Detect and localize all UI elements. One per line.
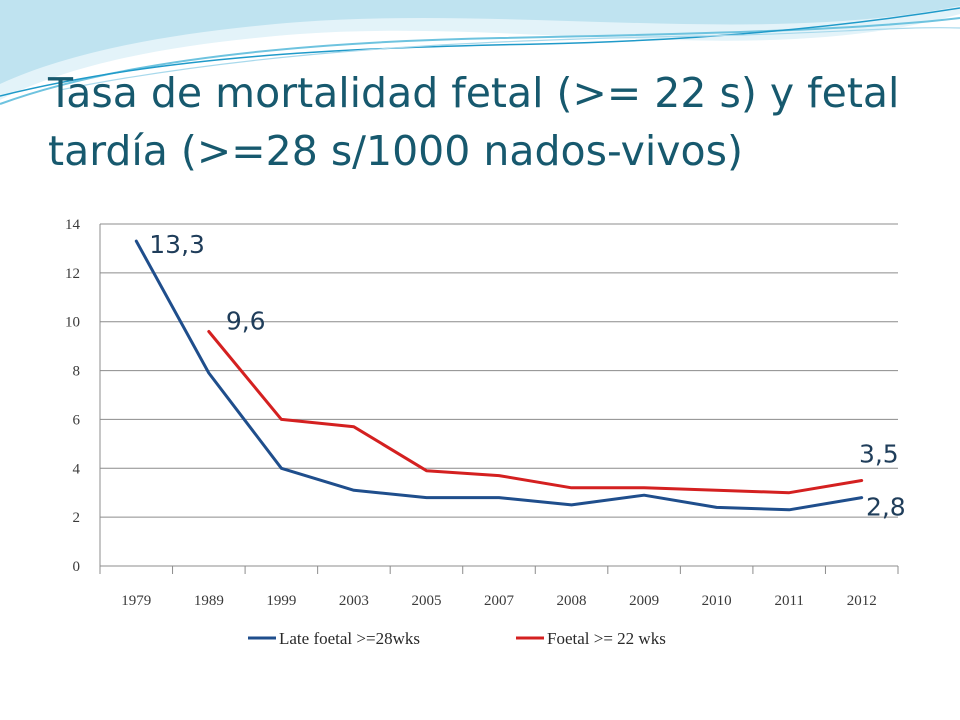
legend: Late foetal >=28wks Foetal >= 22 wks (248, 629, 666, 648)
legend-label-foetal: Foetal >= 22 wks (547, 629, 666, 648)
data-label: 13,3 (149, 230, 205, 259)
y-tick-label: 8 (73, 364, 81, 380)
y-tick-label: 2 (73, 510, 81, 526)
x-tick-label: 2009 (629, 593, 659, 609)
x-tick-label: 2007 (484, 593, 515, 609)
x-tick-label: 2012 (847, 593, 877, 609)
x-tick-label: 1989 (194, 593, 224, 609)
x-tick-label: 1999 (266, 593, 296, 609)
y-tick-label: 6 (73, 412, 81, 428)
y-tick-label: 0 (73, 559, 81, 575)
data-label: 3,5 (859, 440, 899, 469)
x-tick-label: 2011 (774, 593, 803, 609)
y-tick-label: 10 (65, 315, 80, 331)
x-tick-label: 2005 (411, 593, 441, 609)
gridlines (100, 223, 898, 567)
data-label: 9,6 (226, 306, 266, 335)
legend-label-late: Late foetal >=28wks (279, 629, 420, 648)
x-tick-label: 2010 (702, 593, 732, 609)
series-lines (134, 239, 864, 512)
y-tick-label: 12 (65, 266, 80, 282)
series-line-late-foetal (134, 239, 864, 512)
x-tick-label: 2008 (557, 593, 587, 609)
data-label: 2,8 (866, 493, 906, 522)
data-labels: 13,3 9,6 3,5 2,8 (149, 230, 905, 521)
y-tick-label: 4 (73, 461, 81, 477)
slide-title: Tasa de mortalidad fetal (>= 22 s) y fet… (48, 69, 900, 175)
axes: 0 2 4 6 8 10 12 14 1979 1989 1999 2003 2005 2007 2008 2… (65, 217, 899, 609)
series-line-foetal (207, 330, 864, 495)
y-tick-label: 14 (65, 217, 81, 233)
background-waves (0, 0, 960, 105)
x-tick-label: 1979 (121, 593, 151, 609)
x-tick-label: 2003 (339, 593, 369, 609)
